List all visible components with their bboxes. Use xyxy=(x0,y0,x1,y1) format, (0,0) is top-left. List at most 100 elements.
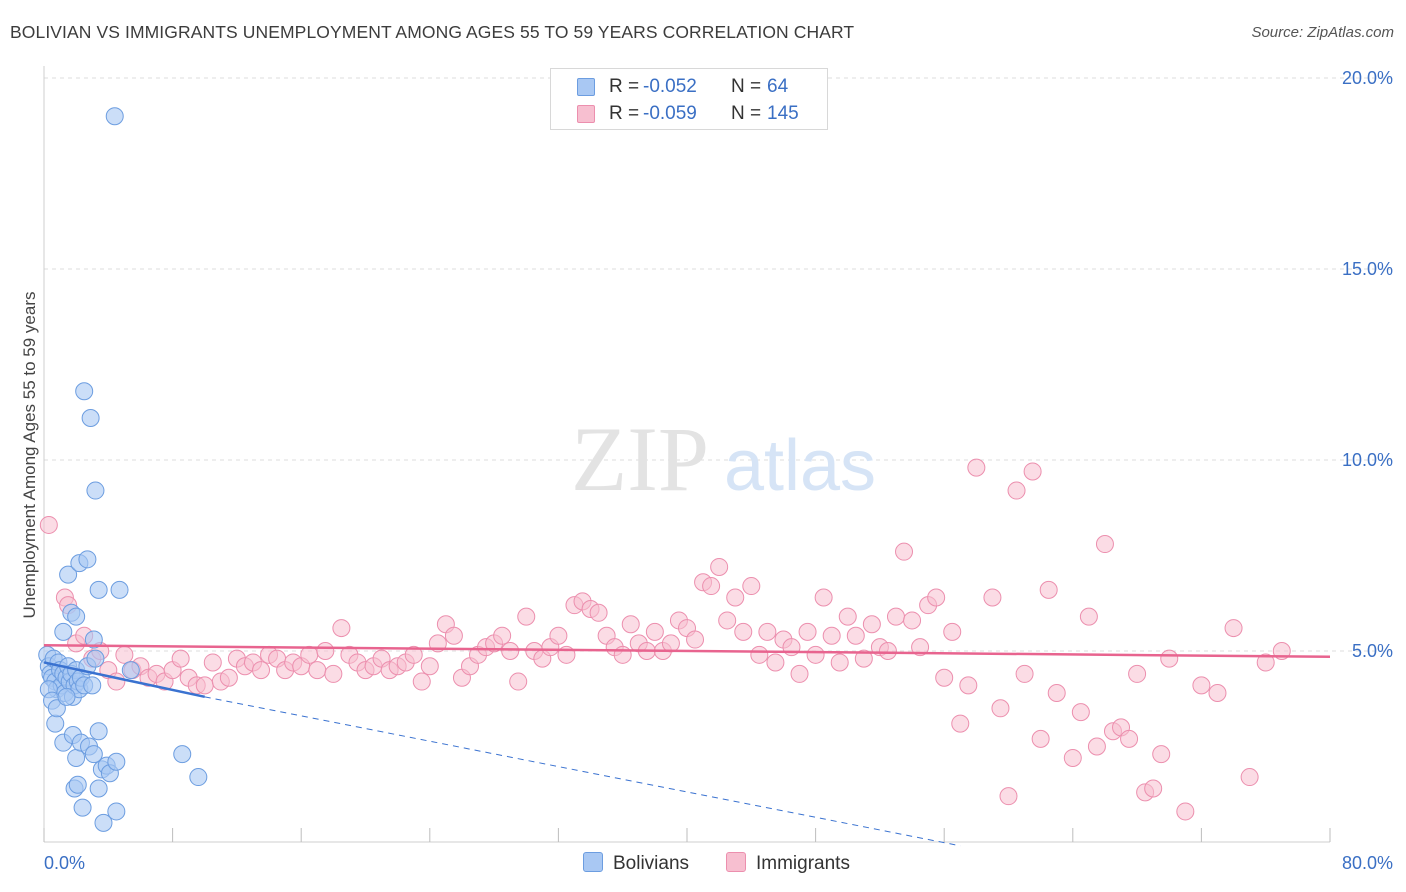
immigrants-swatch xyxy=(577,105,595,123)
bolivians-point xyxy=(81,408,100,427)
immigrants-point xyxy=(1071,703,1090,722)
immigrants-point xyxy=(1095,535,1114,554)
r-value: -0.059 xyxy=(643,103,697,124)
immigrants-point xyxy=(895,542,914,561)
immigrants-point xyxy=(324,664,343,683)
immigrants-swatch xyxy=(726,852,746,872)
immigrants-trend-line xyxy=(43,644,1331,658)
bolivians-point xyxy=(75,382,94,401)
immigrants-point xyxy=(830,653,849,672)
watermark: ZIP atlas xyxy=(571,408,876,510)
immigrants-point xyxy=(501,642,520,660)
immigrants-point xyxy=(332,619,351,638)
immigrants-point xyxy=(404,645,423,664)
immigrants-point xyxy=(493,626,512,645)
immigrants-point xyxy=(726,588,745,607)
n-value: 64 xyxy=(767,76,789,97)
bolivians-point xyxy=(83,676,102,695)
correlation-legend: R = -0.052 N = 64 R = -0.059 N = 145 xyxy=(550,68,828,130)
legend-item-immigrants[interactable]: Immigrants xyxy=(726,852,850,875)
immigrants-point xyxy=(790,664,809,683)
watermark-zip: ZIP xyxy=(571,408,709,510)
bolivians-trend-line xyxy=(43,661,206,699)
immigrants-point xyxy=(1120,729,1139,748)
source-credit: Source: ZipAtlas.com xyxy=(1251,24,1394,41)
bolivians-point xyxy=(59,565,78,584)
immigrants-point xyxy=(1256,653,1275,672)
n-label: N = xyxy=(731,103,762,124)
immigrants-point xyxy=(822,626,841,645)
immigrants-point xyxy=(203,653,222,672)
bolivians-point xyxy=(57,687,76,706)
immigrants-point xyxy=(549,626,568,645)
immigrants-point xyxy=(750,645,769,664)
immigrants-point xyxy=(758,622,777,641)
immigrants-point xyxy=(444,626,463,645)
immigrants-point xyxy=(1007,481,1026,500)
bolivians-swatch xyxy=(583,852,603,872)
bolivians-point xyxy=(54,622,73,641)
immigrants-point xyxy=(999,787,1018,806)
r-value: -0.052 xyxy=(643,76,697,97)
bolivians-point xyxy=(67,607,86,626)
immigrants-point xyxy=(420,657,439,676)
immigrants-point xyxy=(1031,729,1050,748)
immigrants-point xyxy=(1128,664,1147,683)
n-value: 145 xyxy=(767,103,799,124)
axes xyxy=(43,66,1331,843)
legend-row-bolivians: R = -0.052 N = 64 xyxy=(551,73,827,101)
immigrants-point xyxy=(935,668,954,687)
legend-label-immigrants: Immigrants xyxy=(756,853,850,874)
r-label: R = xyxy=(609,103,640,124)
immigrants-point xyxy=(621,615,640,634)
bolivians-point xyxy=(89,722,108,741)
bolivians-point xyxy=(46,714,65,733)
immigrants-point xyxy=(798,622,817,641)
immigrants-point xyxy=(1023,462,1042,481)
bolivians-point xyxy=(68,775,87,794)
bolivians-point xyxy=(107,802,126,821)
immigrants-point xyxy=(1087,737,1106,756)
immigrants-point xyxy=(854,649,873,668)
bolivians-point xyxy=(107,752,126,771)
immigrants-point xyxy=(967,458,986,477)
immigrants-point xyxy=(959,676,978,695)
bolivians-point xyxy=(86,649,105,668)
immigrants-point xyxy=(1224,619,1243,638)
immigrants-point xyxy=(927,588,946,607)
immigrants-point xyxy=(838,607,857,626)
immigrants-point xyxy=(742,577,761,596)
chart-title: BOLIVIAN VS IMMIGRANTS UNEMPLOYMENT AMON… xyxy=(10,22,855,42)
immigrants-point xyxy=(645,622,664,641)
immigrants-point xyxy=(589,603,608,622)
immigrants-point xyxy=(1144,779,1163,798)
y-tick-label: 10.0% xyxy=(1342,450,1393,470)
immigrants-point xyxy=(911,638,930,657)
immigrants-point xyxy=(991,699,1010,718)
immigrants-points xyxy=(39,458,1291,821)
legend-row-immigrants: R = -0.059 N = 145 xyxy=(551,100,827,128)
immigrants-point xyxy=(252,661,271,680)
immigrants-point xyxy=(509,672,528,691)
x-tick-label-max: 80.0% xyxy=(1342,853,1393,873)
immigrants-point xyxy=(412,672,431,691)
bolivians-point xyxy=(47,699,66,718)
bolivians-point xyxy=(84,630,103,649)
immigrants-point xyxy=(1047,684,1066,703)
bolivians-point xyxy=(94,813,113,832)
bolivians-point xyxy=(78,550,97,569)
immigrants-point xyxy=(983,588,1002,607)
legend-item-bolivians[interactable]: Bolivians xyxy=(583,852,689,875)
immigrants-point xyxy=(1039,580,1058,599)
bolivians-point xyxy=(110,580,129,599)
watermark-atlas: atlas xyxy=(724,426,876,506)
bolivians-point xyxy=(86,481,105,500)
immigrants-point xyxy=(613,645,632,664)
legend-label-bolivians: Bolivians xyxy=(613,853,690,874)
immigrants-point xyxy=(878,642,897,660)
bolivians-points xyxy=(38,107,208,832)
immigrants-point xyxy=(1160,649,1179,668)
immigrants-point xyxy=(1192,676,1211,695)
immigrants-point xyxy=(661,634,680,653)
